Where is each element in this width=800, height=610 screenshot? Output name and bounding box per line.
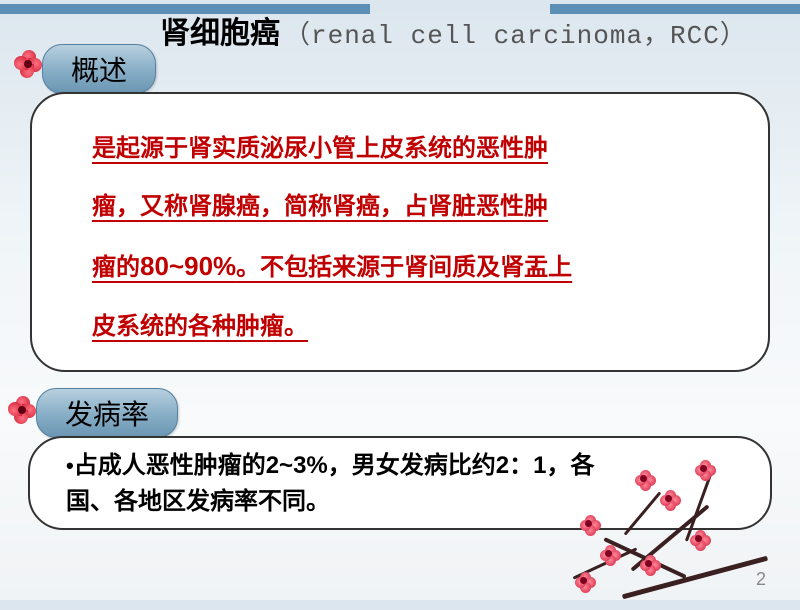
section-incidence-tag: 发病率	[36, 388, 178, 438]
plum-blossom-decoration	[530, 430, 770, 610]
flower-icon	[8, 396, 36, 424]
page-number: 2	[756, 569, 766, 590]
title-zh: 肾细胞癌	[160, 17, 280, 50]
def-line2: 瘤，又称肾腺癌，简称肾癌，占肾脏恶性肿	[92, 193, 548, 220]
def-pct: 80~90%	[140, 251, 236, 281]
overview-box: 是起源于肾实质泌尿小管上皮系统的恶性肿 瘤，又称肾腺癌，简称肾癌，占肾脏恶性肿 …	[30, 92, 770, 372]
bullet-icon: •	[66, 453, 74, 478]
flower-icon	[14, 50, 42, 78]
def-line1: 是起源于肾实质泌尿小管上皮系统的恶性肿	[92, 135, 548, 162]
slide-title: 肾细胞癌 （renal cell carcinoma，RCC）	[160, 8, 800, 52]
inc-line2: 国、各地区发病率不同。	[66, 488, 330, 515]
section-overview-tag: 概述	[42, 44, 156, 94]
def-line3a: 瘤的	[92, 254, 140, 281]
inc-line1: 占成人恶性肿瘤的2~3%，男女发病比约2：1，各	[74, 452, 595, 479]
definition-text: 是起源于肾实质泌尿小管上皮系统的恶性肿 瘤，又称肾腺癌，简称肾癌，占肾脏恶性肿 …	[92, 120, 718, 355]
def-line3b: 。不包括来源于肾间质及肾盂上	[236, 254, 572, 281]
def-line4: 皮系统的各种肿瘤。	[92, 313, 308, 340]
title-en: （renal cell carcinoma，RCC）	[284, 21, 747, 51]
